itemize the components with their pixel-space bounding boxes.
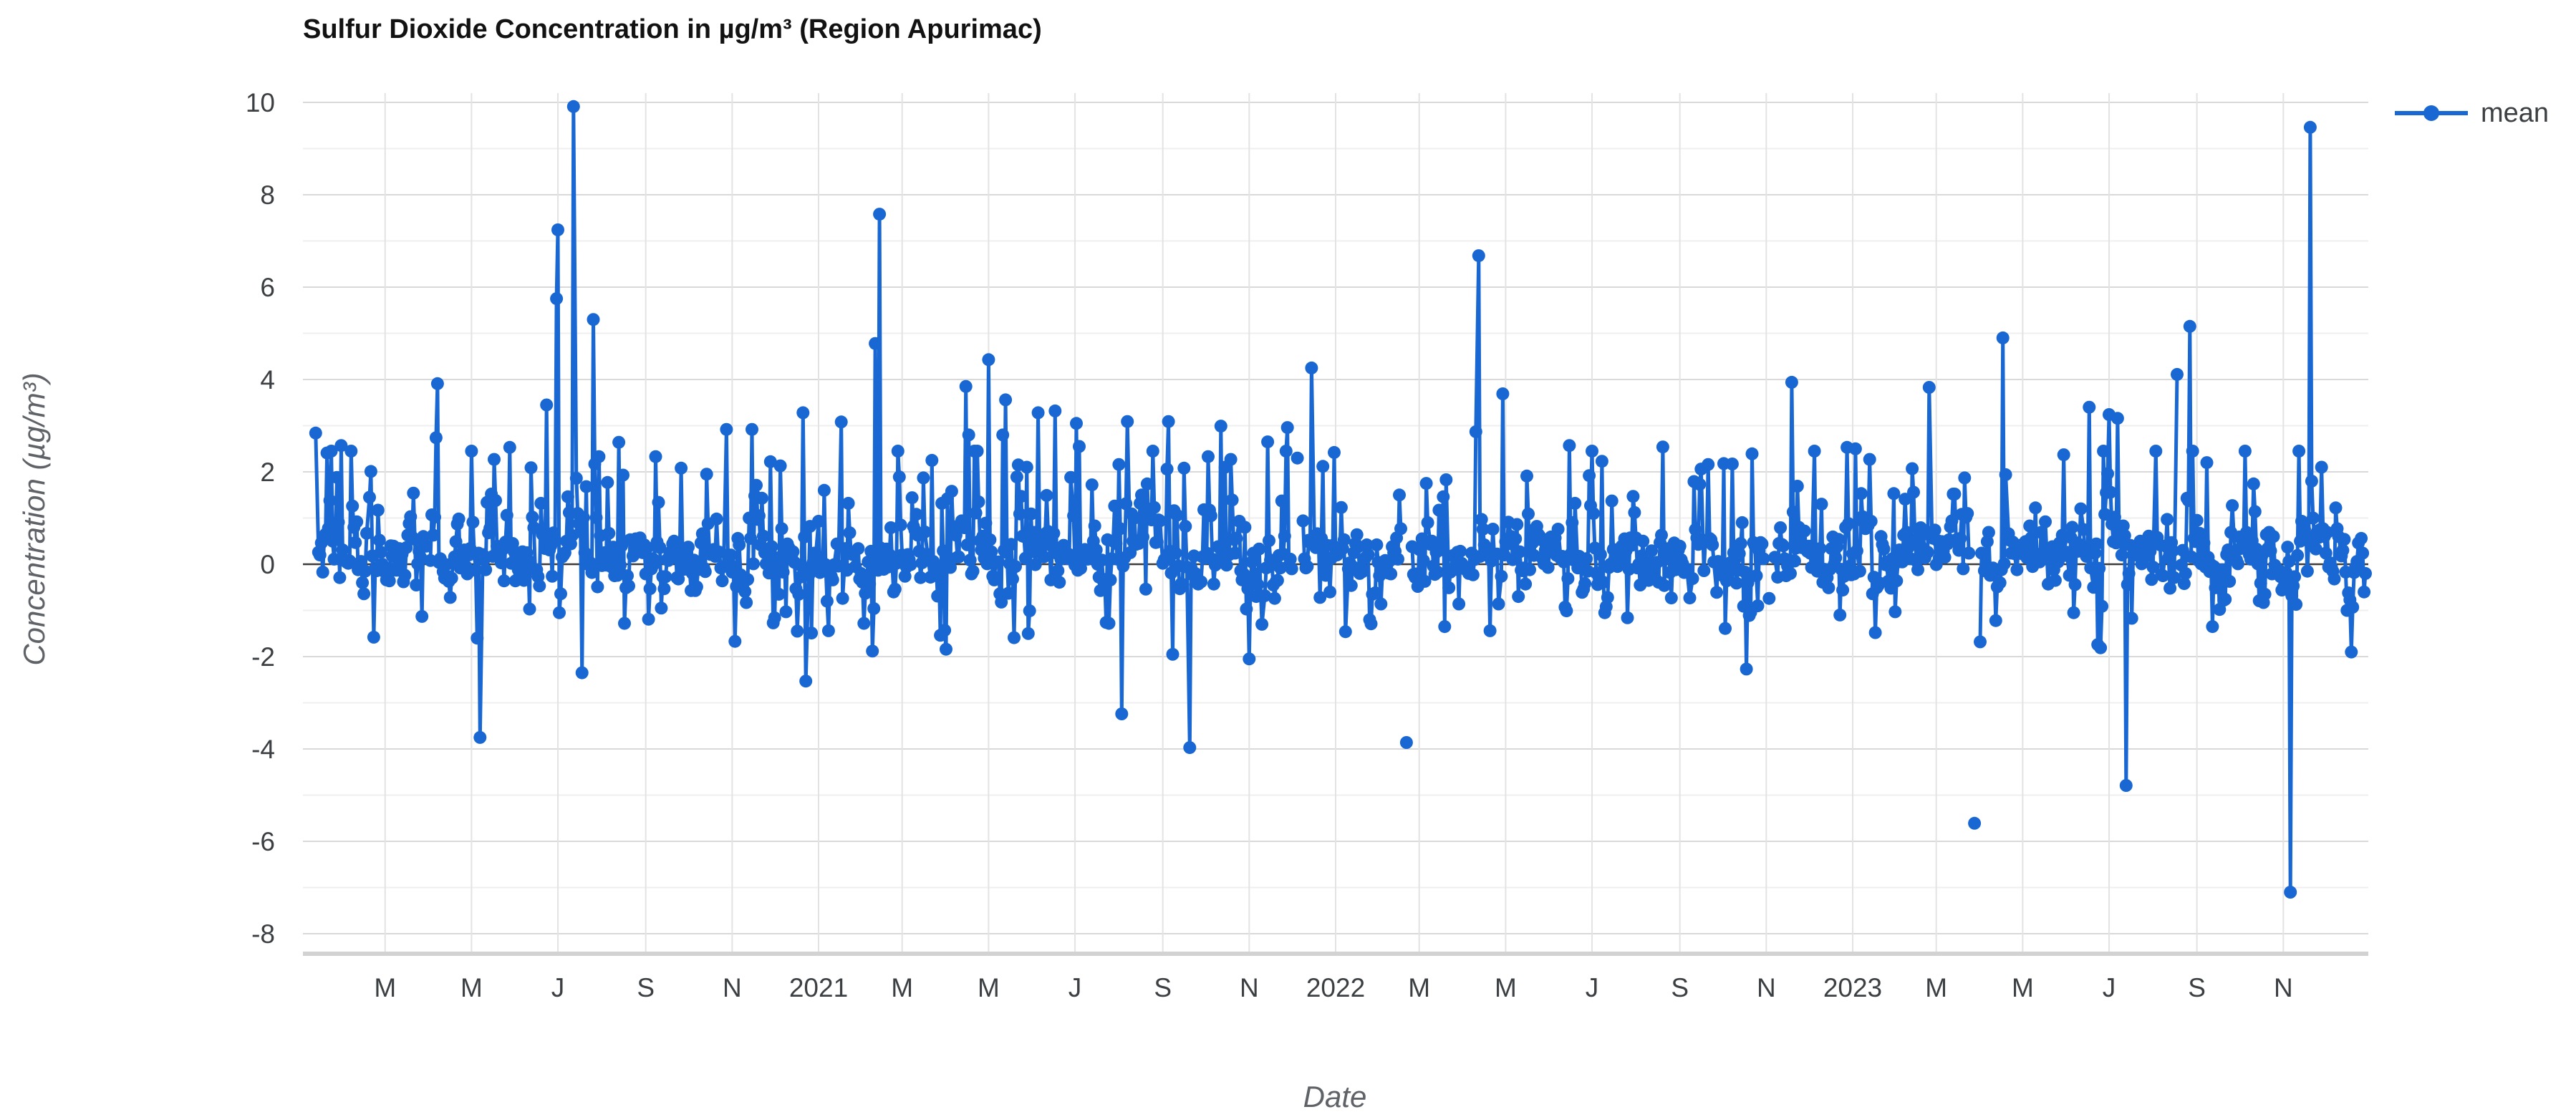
- svg-text:6: 6: [260, 273, 275, 302]
- svg-text:-4: -4: [251, 735, 275, 764]
- svg-text:4: 4: [260, 365, 275, 395]
- svg-text:2022: 2022: [1306, 973, 1365, 1002]
- x-tick-labels: M M J S N 2021 M M J S N 2022 M M J S N 2023 M M J S N: [374, 973, 2292, 1002]
- legend-item-mean[interactable]: mean: [2392, 97, 2549, 129]
- svg-text:M: M: [460, 973, 483, 1002]
- svg-text:S: S: [2188, 973, 2206, 1002]
- svg-text:M: M: [978, 973, 1000, 1002]
- svg-text:-8: -8: [251, 919, 275, 949]
- svg-text:-6: -6: [251, 827, 275, 856]
- svg-text:8: 8: [260, 180, 275, 210]
- legend-label: mean: [2481, 97, 2550, 128]
- svg-text:M: M: [374, 973, 396, 1002]
- svg-text:S: S: [1154, 973, 1172, 1002]
- svg-text:J: J: [1586, 973, 1599, 1002]
- svg-text:J: J: [551, 973, 565, 1002]
- x-axis-title: Date: [1303, 1080, 1367, 1113]
- svg-text:M: M: [2012, 973, 2034, 1002]
- svg-text:N: N: [723, 973, 742, 1002]
- legend-line-marker-icon: [2395, 105, 2468, 121]
- svg-text:2: 2: [260, 458, 275, 487]
- y-axis-title: Concentration (µg/m³): [17, 372, 51, 666]
- svg-text:2023: 2023: [1823, 973, 1882, 1002]
- svg-text:M: M: [891, 973, 913, 1002]
- svg-text:0: 0: [260, 550, 275, 579]
- chart-title: Sulfur Dioxide Concentration in µg/m³ (R…: [303, 14, 1042, 44]
- svg-text:J: J: [1068, 973, 1082, 1002]
- svg-text:2021: 2021: [789, 973, 848, 1002]
- svg-text:M: M: [1408, 973, 1430, 1002]
- svg-text:-2: -2: [251, 642, 275, 672]
- svg-text:N: N: [1240, 973, 1259, 1002]
- svg-text:M: M: [1925, 973, 1947, 1002]
- svg-text:N: N: [2274, 973, 2293, 1002]
- svg-text:S: S: [637, 973, 655, 1002]
- y-tick-labels: 10 8 6 4 2 0 -2 -4 -6 -8: [246, 88, 275, 949]
- svg-text:N: N: [1757, 973, 1776, 1002]
- svg-text:S: S: [1671, 973, 1689, 1002]
- svg-text:J: J: [2103, 973, 2116, 1002]
- series-mean[interactable]: [309, 100, 2372, 899]
- svg-text:10: 10: [246, 88, 275, 117]
- svg-text:M: M: [1495, 973, 1517, 1002]
